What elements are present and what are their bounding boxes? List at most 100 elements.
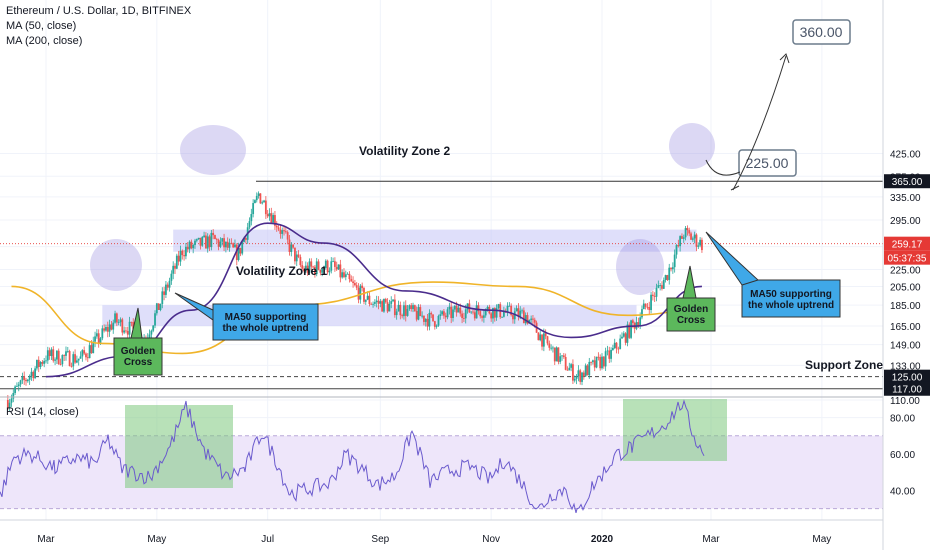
candle-body-297 <box>546 336 549 344</box>
candle-body-127 <box>237 247 240 260</box>
candle-body-153 <box>284 231 287 233</box>
candle-body-217 <box>401 315 404 317</box>
candle-body-48 <box>94 336 96 342</box>
candle-body-27 <box>56 350 58 360</box>
candle-body-315 <box>579 370 582 382</box>
candle-body-261 <box>481 316 483 318</box>
candle-body-61 <box>117 322 120 324</box>
price-tag-current: 259.17 <box>892 240 923 251</box>
candle-body-336 <box>617 348 620 350</box>
candle-body-374 <box>686 228 689 231</box>
candle-body-191 <box>353 283 356 286</box>
candle-body-183 <box>339 264 342 278</box>
candle-body-207 <box>383 299 385 312</box>
candle-body-148 <box>275 225 278 228</box>
candle-body-334 <box>613 342 616 348</box>
candle-body-335 <box>615 342 618 349</box>
rsi-line <box>0 399 705 514</box>
candle-body-380 <box>697 245 700 247</box>
candle-body-292 <box>537 332 540 341</box>
candle-body-151 <box>281 230 284 234</box>
rsi-legend[interactable]: RSI (14, close) <box>6 406 79 418</box>
candle-body-349 <box>641 309 643 318</box>
candle-body-230 <box>424 318 427 322</box>
candle-body-10 <box>25 379 27 382</box>
candle-body-352 <box>646 306 649 308</box>
candle-body-90 <box>170 273 173 281</box>
candle-body-278 <box>512 315 514 320</box>
candle-body-18 <box>39 362 42 367</box>
price-tick-11: 110.00 <box>890 396 920 407</box>
candle-body-358 <box>657 285 660 288</box>
candle-body-125 <box>234 244 236 248</box>
candle-body-366 <box>671 267 674 270</box>
candle-body-30 <box>61 355 64 365</box>
highlight-circle-3 <box>669 123 715 169</box>
candle-body-19 <box>41 362 44 364</box>
symbol-title[interactable]: Ethereum / U.S. Dollar, 1D, BITFINEX <box>6 5 192 17</box>
candle-body-39 <box>77 358 80 361</box>
candle-body-296 <box>544 333 547 337</box>
candle-body-118 <box>221 238 224 242</box>
candle-body-249 <box>459 307 462 314</box>
candle-body-362 <box>664 275 667 280</box>
time-tick-4: Nov <box>482 534 500 545</box>
candle-body-204 <box>377 300 380 304</box>
candle-body-67 <box>128 321 131 335</box>
candle-body-340 <box>624 333 627 343</box>
time-tick-7: May <box>812 534 831 545</box>
candle-body-338 <box>621 336 623 339</box>
candle-body-295 <box>542 333 545 347</box>
candle-body-308 <box>566 369 569 371</box>
golden-cross-1-box <box>113 337 163 376</box>
golden-cross-2-text-0: Golden <box>674 304 708 315</box>
candle-body-81 <box>154 313 156 326</box>
rsi-highlight-2 <box>623 399 727 461</box>
ma50-note-2-pointer <box>705 231 759 286</box>
candle-body-155 <box>288 239 291 252</box>
candle-body-133 <box>248 221 251 228</box>
candle-body-270 <box>497 304 500 308</box>
candle-body-290 <box>533 319 536 323</box>
candle-body-93 <box>175 255 178 269</box>
ma200-legend[interactable]: MA (200, close) <box>6 35 83 47</box>
candle-body-46 <box>90 345 93 354</box>
candle-body-154 <box>286 232 289 240</box>
candle-body-375 <box>688 230 691 234</box>
highlight-circle-0 <box>90 239 142 291</box>
price-tick-2: 335.00 <box>890 193 921 204</box>
candle-body-321 <box>590 361 592 363</box>
candle-body-211 <box>390 301 393 304</box>
candle-body-252 <box>464 309 467 319</box>
candle-body-251 <box>463 317 465 319</box>
candle-body-276 <box>508 305 511 307</box>
candle-body-139 <box>259 193 262 204</box>
price-tick-8: 165.00 <box>890 322 921 333</box>
ma50-legend[interactable]: MA (50, close) <box>6 20 77 32</box>
candle-body-179 <box>332 261 334 263</box>
candle-body-105 <box>197 237 200 240</box>
candle-body-16 <box>36 359 38 369</box>
target-high-box <box>792 19 851 45</box>
candle-body-4 <box>14 386 17 394</box>
candle-body-177 <box>328 270 331 273</box>
candle-body-123 <box>230 242 233 244</box>
candle-body-250 <box>461 313 463 318</box>
candle-body-162 <box>301 265 304 269</box>
candle-body-376 <box>690 233 692 240</box>
candle-body-100 <box>188 241 191 250</box>
candle-body-152 <box>283 230 285 232</box>
candle-body-156 <box>290 244 293 252</box>
candle-body-201 <box>372 303 374 305</box>
candle-body-248 <box>457 307 460 313</box>
golden-cross-2-box <box>666 297 716 332</box>
candle-body-134 <box>250 214 253 222</box>
candle-body-171 <box>317 261 320 270</box>
candle-body-210 <box>388 303 391 312</box>
candle-body-268 <box>493 307 496 318</box>
candle-body-195 <box>361 285 364 289</box>
candle-body-220 <box>406 308 409 316</box>
candle-body-37 <box>74 354 76 363</box>
